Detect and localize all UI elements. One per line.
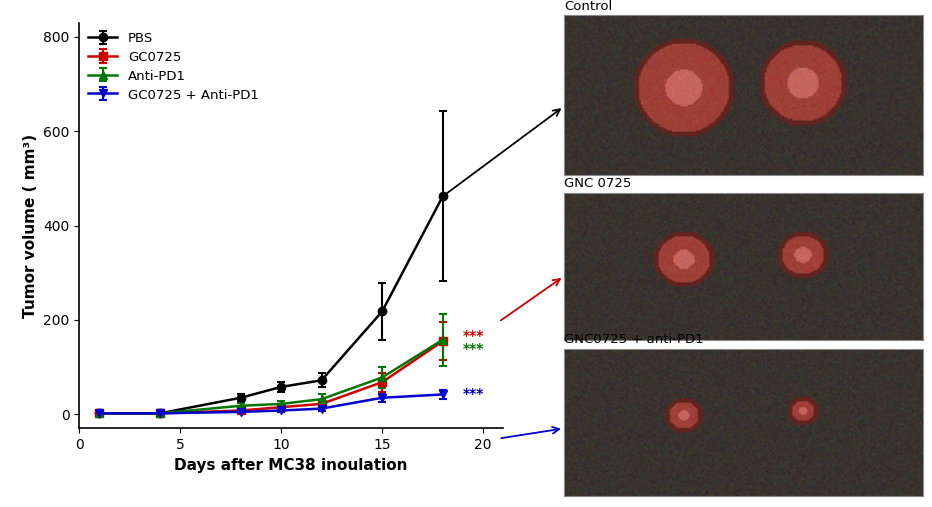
Text: GNC 0725: GNC 0725 bbox=[564, 177, 631, 190]
Text: ***: *** bbox=[463, 342, 485, 356]
Text: GNC0725 + anti-PD1: GNC0725 + anti-PD1 bbox=[564, 333, 704, 346]
Text: Control: Control bbox=[564, 0, 612, 13]
Text: ***: *** bbox=[463, 330, 485, 343]
Legend: PBS, GC0725, Anti-PD1, GC0725 + Anti-PD1: PBS, GC0725, Anti-PD1, GC0725 + Anti-PD1 bbox=[83, 27, 264, 107]
X-axis label: Days after MC38 inoulation: Days after MC38 inoulation bbox=[174, 458, 408, 473]
Y-axis label: Tumor volume ( mm³): Tumor volume ( mm³) bbox=[22, 133, 37, 318]
Text: ***: *** bbox=[463, 387, 485, 402]
